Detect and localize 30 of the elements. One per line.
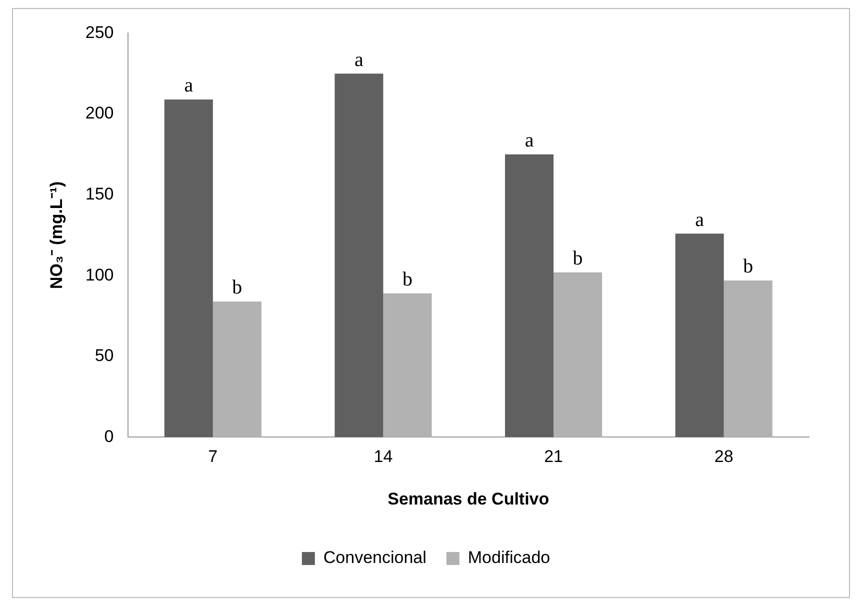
y-tick-label: 0 [104,426,114,446]
y-axis-title: NO₃⁻ (mg.L⁻¹) [46,181,66,290]
bar [505,154,554,438]
annotation: b [572,248,583,270]
legend-label: Modificado [468,548,550,568]
x-axis-title: Semanas de Cultivo [388,489,550,508]
y-tick-label: 150 [85,184,114,204]
x-tick-label: 14 [374,447,393,466]
bar [554,272,602,438]
bar [212,301,262,438]
annotation: a [524,130,534,152]
bar [675,234,724,438]
y-tick-label: 50 [94,346,114,366]
annotation: b [402,268,412,291]
bar [334,74,384,438]
legend-label: Convencional [323,548,426,568]
annotation: a [184,74,194,97]
y-tick-label: 100 [85,265,114,284]
annotation: b [743,256,754,278]
annotation: a [354,48,364,71]
x-tick-label: 7 [208,447,218,466]
bar [164,99,213,438]
annotation: b [232,276,242,299]
annotation: a [695,208,704,231]
bar [383,293,432,438]
x-tick-label: 21 [544,447,563,466]
y-tick-label: 200 [85,104,114,123]
y-tick-label: 250 [85,22,114,42]
bar [724,280,772,438]
x-tick-label: 28 [714,447,734,466]
